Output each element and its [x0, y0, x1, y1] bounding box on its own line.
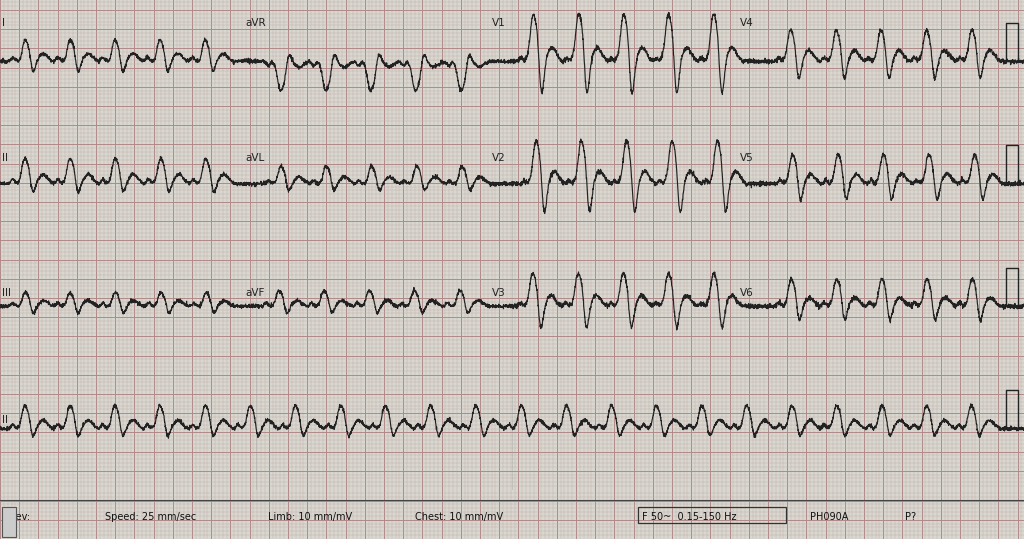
Bar — [638, 507, 786, 523]
Text: Speed: 25 mm/sec: Speed: 25 mm/sec — [105, 513, 197, 522]
Text: Chest: 10 mm/mV: Chest: 10 mm/mV — [415, 513, 503, 522]
Text: III: III — [2, 288, 11, 298]
Text: Dev:: Dev: — [8, 513, 30, 522]
Text: II: II — [2, 415, 8, 425]
Text: V3: V3 — [492, 288, 506, 298]
Text: V2: V2 — [492, 153, 506, 163]
Text: aVR: aVR — [245, 18, 265, 28]
Text: PH090A: PH090A — [810, 513, 848, 522]
Text: I: I — [2, 18, 5, 28]
Text: V6: V6 — [740, 288, 754, 298]
Text: V5: V5 — [740, 153, 754, 163]
Text: V1: V1 — [492, 18, 506, 28]
Text: Limb: 10 mm/mV: Limb: 10 mm/mV — [268, 513, 352, 522]
Text: V4: V4 — [740, 18, 754, 28]
Text: F 50~  0.15-150 Hz: F 50~ 0.15-150 Hz — [642, 513, 736, 522]
Text: II: II — [2, 153, 8, 163]
Bar — [2, 507, 16, 537]
Text: aVF: aVF — [245, 288, 264, 298]
Text: P?: P? — [905, 513, 916, 522]
Text: aVL: aVL — [245, 153, 264, 163]
